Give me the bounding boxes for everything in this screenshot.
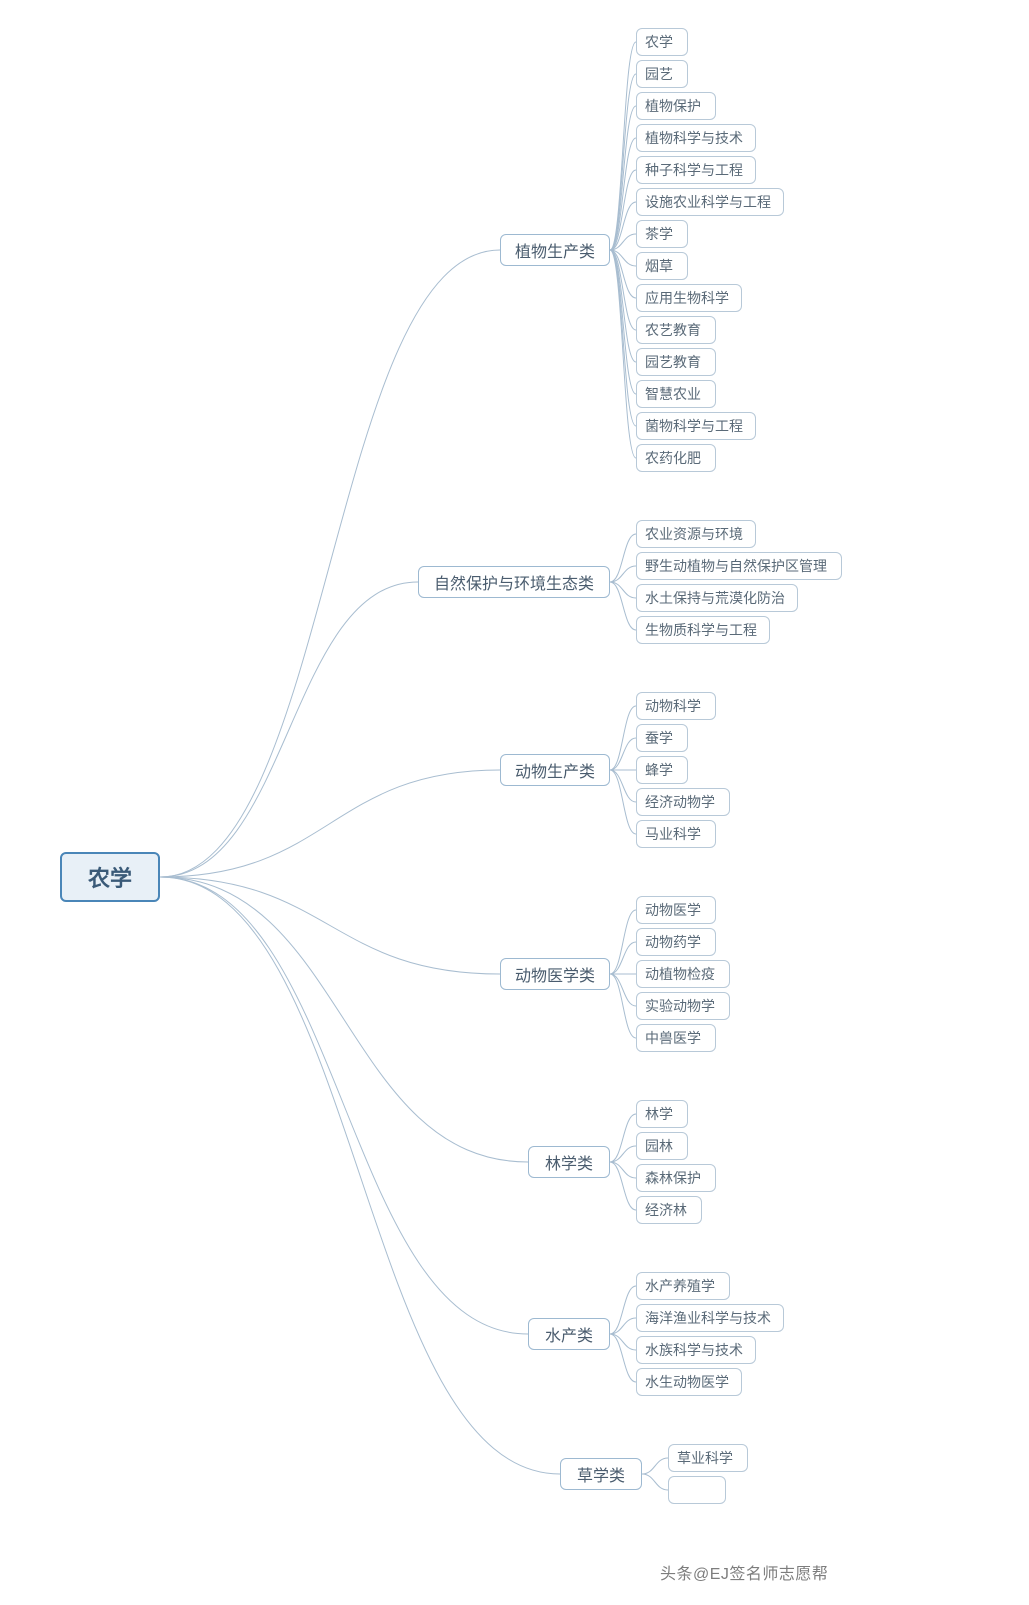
leaf-sericulture-label: 蚕学 — [645, 728, 673, 748]
cat-vet-medicine-label: 动物医学类 — [515, 962, 595, 986]
leaf-lab-animal-label: 实验动物学 — [645, 996, 715, 1016]
leaf-facility-ag-label: 设施农业科学与工程 — [645, 192, 771, 212]
leaf-equine-label: 马业科学 — [645, 824, 701, 844]
leaf-landscape-label: 园林 — [645, 1136, 673, 1156]
cat-nature-env: 自然保护与环境生态类 — [418, 566, 610, 598]
leaf-biomass-label: 生物质科学与工程 — [645, 620, 757, 640]
leaf-econ-forest-label: 经济林 — [645, 1200, 687, 1220]
leaf-agri-edu: 农艺教育 — [636, 316, 716, 344]
leaf-vet-med: 动物医学 — [636, 896, 716, 924]
leaf-applied-bio-label: 应用生物科学 — [645, 288, 729, 308]
leaf-applied-bio: 应用生物科学 — [636, 284, 742, 312]
leaf-tea-label: 茶学 — [645, 224, 673, 244]
cat-plant-production: 植物生产类 — [500, 234, 610, 266]
leaf-grass-sci-label: 草业科学 — [677, 1448, 733, 1468]
leaf-wildlife-label: 野生动植物与自然保护区管理 — [645, 556, 827, 576]
cat-forestry: 林学类 — [528, 1146, 610, 1178]
leaf-tcvm-label: 中兽医学 — [645, 1028, 701, 1048]
leaf-plant-sci-tech: 植物科学与技术 — [636, 124, 756, 152]
leaf-vet-pharm-label: 动物药学 — [645, 932, 701, 952]
leaf-apiculture: 蜂学 — [636, 756, 688, 784]
leaf-econ-animal: 经济动物学 — [636, 788, 730, 816]
cat-nature-env-label: 自然保护与环境生态类 — [434, 570, 594, 594]
leaf-vet-med-label: 动物医学 — [645, 900, 701, 920]
leaf-grass-placeholder-label — [677, 1482, 696, 1498]
leaf-marine-fishery: 海洋渔业科学与技术 — [636, 1304, 784, 1332]
leaf-aquaculture: 水产养殖学 — [636, 1272, 730, 1300]
leaf-landscape: 园林 — [636, 1132, 688, 1160]
leaf-quarantine: 动植物检疫 — [636, 960, 730, 988]
leaf-plant-protection: 植物保护 — [636, 92, 716, 120]
leaf-animal-sci: 动物科学 — [636, 692, 716, 720]
leaf-agronomy: 农学 — [636, 28, 688, 56]
leaf-smart-ag: 智慧农业 — [636, 380, 716, 408]
leaf-horticulture-label: 园艺 — [645, 64, 673, 84]
leaf-tobacco: 烟草 — [636, 252, 688, 280]
leaf-forest-protect-label: 森林保护 — [645, 1168, 701, 1188]
cat-aquaculture: 水产类 — [528, 1318, 610, 1350]
leaf-hort-edu-label: 园艺教育 — [645, 352, 701, 372]
leaf-equine: 马业科学 — [636, 820, 716, 848]
leaf-econ-animal-label: 经济动物学 — [645, 792, 715, 812]
leaf-aquatic-vet: 水生动物医学 — [636, 1368, 742, 1396]
leaf-tea: 茶学 — [636, 220, 688, 248]
leaf-tcvm: 中兽医学 — [636, 1024, 716, 1052]
cat-vet-medicine: 动物医学类 — [500, 958, 610, 990]
leaf-agri-edu-label: 农艺教育 — [645, 320, 701, 340]
leaf-soil-water-label: 水土保持与荒漠化防治 — [645, 588, 785, 608]
leaf-grass-sci: 草业科学 — [668, 1444, 748, 1472]
leaf-seed-sci-eng: 种子科学与工程 — [636, 156, 756, 184]
leaf-aquaculture-label: 水产养殖学 — [645, 1276, 715, 1296]
leaf-mushroom-label: 菌物科学与工程 — [645, 416, 743, 436]
leaf-ag-resource-env-label: 农业资源与环境 — [645, 524, 743, 544]
leaf-forest-protect: 森林保护 — [636, 1164, 716, 1192]
leaf-forestry-label: 林学 — [645, 1104, 673, 1124]
cat-aquaculture-label: 水产类 — [545, 1322, 593, 1346]
leaf-facility-ag: 设施农业科学与工程 — [636, 188, 784, 216]
leaf-sericulture: 蚕学 — [636, 724, 688, 752]
cat-pratacultural: 草学类 — [560, 1458, 642, 1490]
leaf-pesticide: 农药化肥 — [636, 444, 716, 472]
leaf-agronomy-label: 农学 — [645, 32, 673, 52]
leaf-aquarium: 水族科学与技术 — [636, 1336, 756, 1364]
leaf-aquarium-label: 水族科学与技术 — [645, 1340, 743, 1360]
leaf-smart-ag-label: 智慧农业 — [645, 384, 701, 404]
leaf-ag-resource-env: 农业资源与环境 — [636, 520, 756, 548]
leaf-pesticide-label: 农药化肥 — [645, 448, 701, 468]
root-node: 农学 — [60, 852, 160, 902]
leaf-marine-fishery-label: 海洋渔业科学与技术 — [645, 1308, 771, 1328]
cat-animal-production: 动物生产类 — [500, 754, 610, 786]
leaf-vet-pharm: 动物药学 — [636, 928, 716, 956]
leaf-plant-protection-label: 植物保护 — [645, 96, 701, 116]
leaf-grass-placeholder — [668, 1476, 726, 1504]
cat-forestry-label: 林学类 — [545, 1150, 593, 1174]
leaf-econ-forest: 经济林 — [636, 1196, 702, 1224]
leaf-aquatic-vet-label: 水生动物医学 — [645, 1372, 729, 1392]
cat-pratacultural-label: 草学类 — [577, 1462, 625, 1486]
leaf-quarantine-label: 动植物检疫 — [645, 964, 715, 984]
leaf-seed-sci-eng-label: 种子科学与工程 — [645, 160, 743, 180]
leaf-hort-edu: 园艺教育 — [636, 348, 716, 376]
cat-animal-production-label: 动物生产类 — [515, 758, 595, 782]
watermark-text: 头条@EJ签名师志愿帮 — [660, 1560, 828, 1584]
leaf-biomass: 生物质科学与工程 — [636, 616, 770, 644]
leaf-wildlife: 野生动植物与自然保护区管理 — [636, 552, 842, 580]
leaf-soil-water: 水土保持与荒漠化防治 — [636, 584, 798, 612]
root-label: 农学 — [88, 861, 132, 893]
leaf-horticulture: 园艺 — [636, 60, 688, 88]
cat-plant-production-label: 植物生产类 — [515, 238, 595, 262]
leaf-lab-animal: 实验动物学 — [636, 992, 730, 1020]
leaf-apiculture-label: 蜂学 — [645, 760, 673, 780]
leaf-animal-sci-label: 动物科学 — [645, 696, 701, 716]
leaf-plant-sci-tech-label: 植物科学与技术 — [645, 128, 743, 148]
leaf-tobacco-label: 烟草 — [645, 256, 673, 276]
leaf-mushroom: 菌物科学与工程 — [636, 412, 756, 440]
leaf-forestry: 林学 — [636, 1100, 688, 1128]
